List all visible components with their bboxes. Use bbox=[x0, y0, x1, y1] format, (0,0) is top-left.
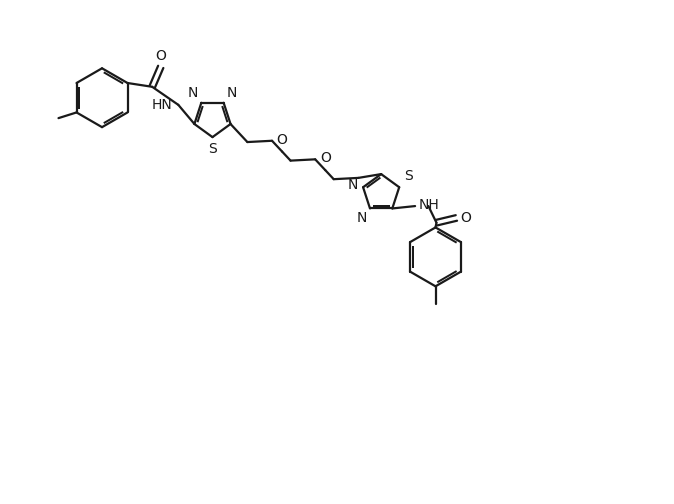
Text: N: N bbox=[357, 211, 367, 225]
Text: O: O bbox=[155, 49, 166, 63]
Text: N: N bbox=[227, 86, 237, 100]
Text: S: S bbox=[404, 169, 412, 183]
Text: O: O bbox=[320, 151, 331, 165]
Text: O: O bbox=[277, 133, 288, 147]
Text: HN: HN bbox=[152, 98, 173, 112]
Text: N: N bbox=[187, 86, 198, 100]
Text: N: N bbox=[348, 178, 359, 192]
Text: S: S bbox=[208, 142, 217, 156]
Text: O: O bbox=[460, 211, 471, 225]
Text: NH: NH bbox=[419, 198, 439, 212]
